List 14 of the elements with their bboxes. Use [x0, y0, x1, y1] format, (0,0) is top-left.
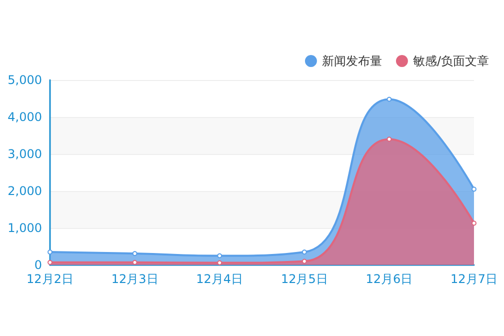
- x-tick-label: 12月2日: [26, 272, 74, 286]
- y-tick-label: 0: [34, 258, 42, 272]
- x-tick-label: 12月5日: [280, 272, 328, 286]
- y-tick-label: 4,000: [8, 110, 42, 124]
- x-tick-label: 12月7日: [450, 272, 498, 286]
- x-tick-label: 12月3日: [111, 272, 158, 286]
- y-tick-label: 3,000: [8, 147, 42, 161]
- y-tick-label: 2,000: [8, 184, 42, 198]
- legend-label: 敏感/负面文章: [412, 54, 490, 68]
- y-tick-label: 1,000: [8, 221, 42, 235]
- legend-label: 新闻发布量: [322, 54, 382, 68]
- x-tick-label: 12月4日: [196, 272, 244, 286]
- y-tick-label: 5,000: [8, 73, 42, 87]
- x-tick-label: 12月6日: [366, 272, 413, 286]
